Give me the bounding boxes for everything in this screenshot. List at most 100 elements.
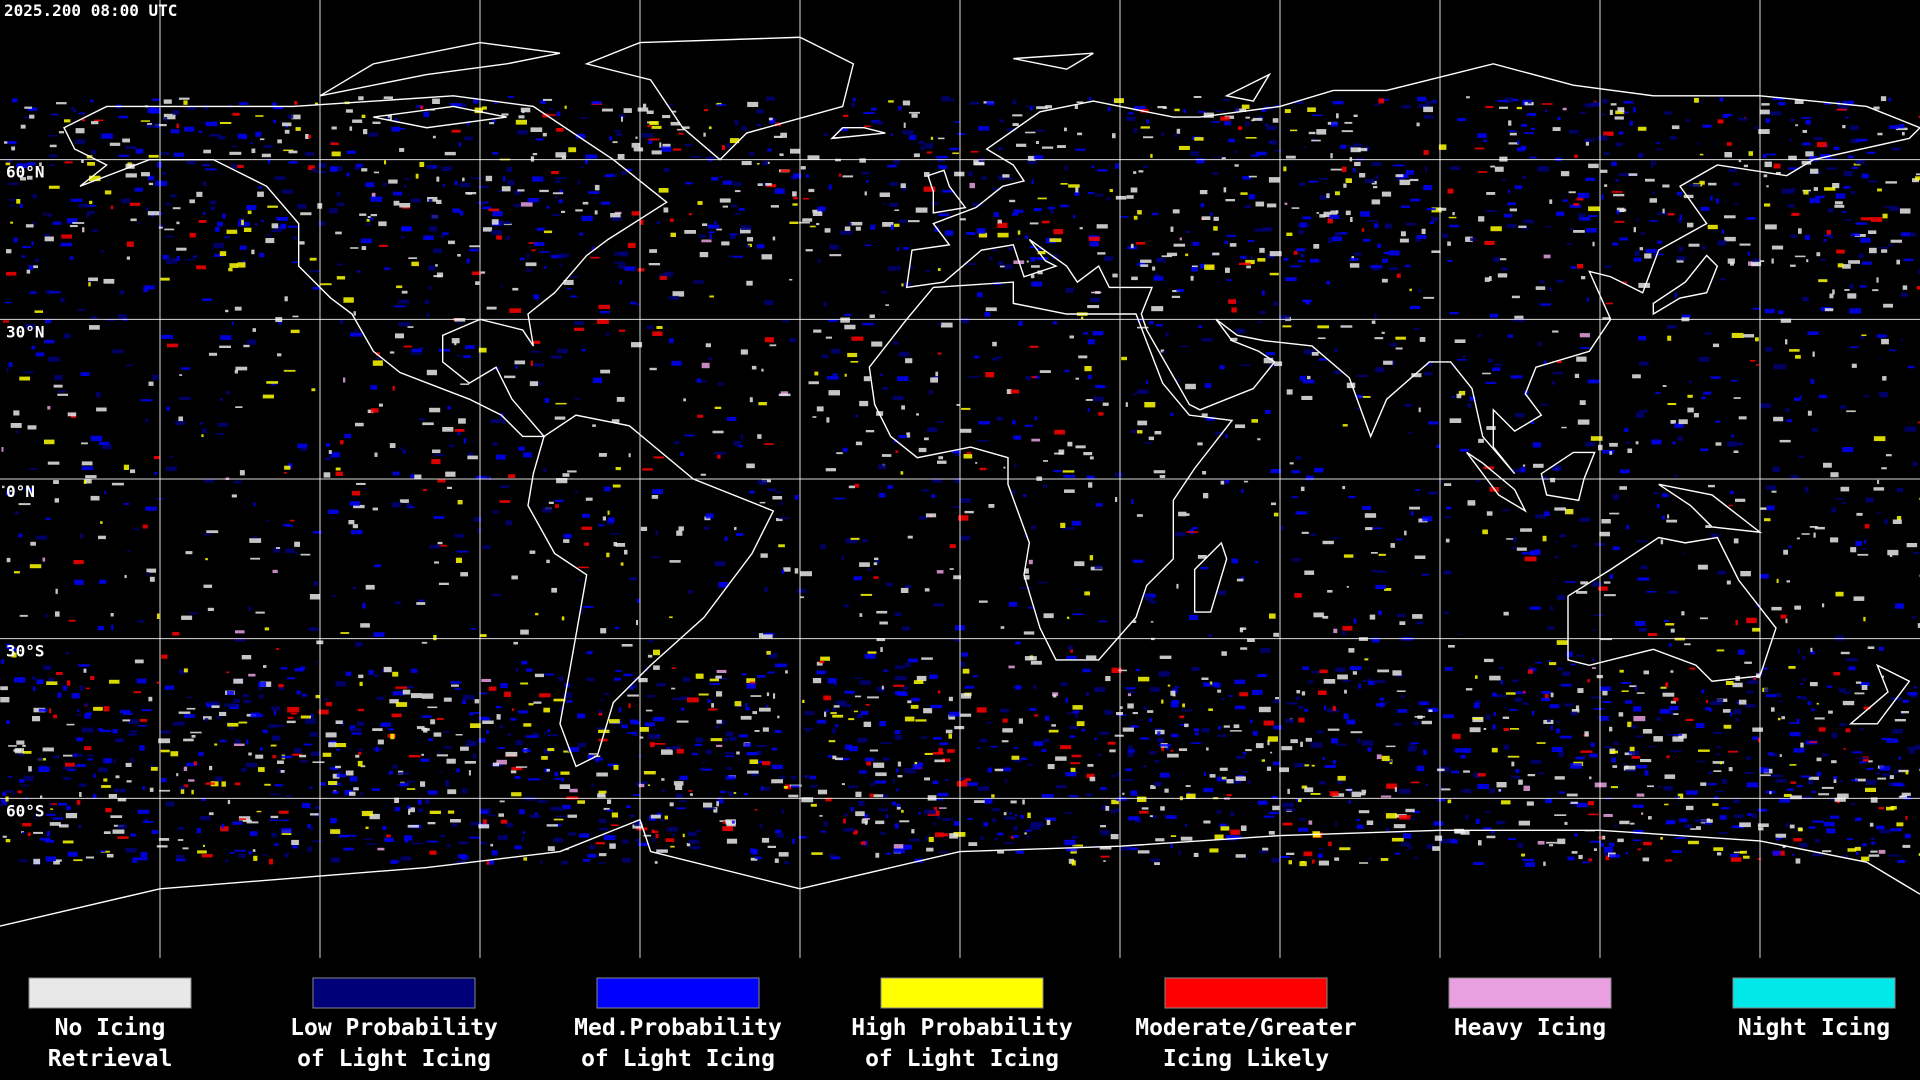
icing-speckle: [1, 447, 4, 452]
icing-speckle: [1772, 97, 1785, 101]
icing-speckle: [878, 464, 886, 470]
icing-speckle: [31, 676, 36, 681]
icing-speckle: [636, 620, 638, 626]
icing-speckle: [1549, 662, 1557, 666]
icing-speckle: [968, 171, 973, 177]
icing-speckle: [1731, 379, 1738, 382]
icing-speckle: [779, 775, 786, 779]
icing-speckle: [271, 223, 279, 229]
icing-speckle: [1234, 107, 1240, 114]
icing-speckle: [1690, 828, 1701, 830]
icing-speckle: [242, 819, 252, 822]
icing-speckle: [1743, 164, 1748, 168]
icing-speckle: [278, 687, 285, 691]
icing-speckle: [709, 295, 714, 298]
icing-speckle: [1302, 666, 1309, 670]
icing-speckle: [1290, 739, 1298, 744]
icing-speckle: [404, 835, 413, 841]
icing-speckle: [996, 832, 1004, 836]
icing-speckle: [244, 135, 247, 140]
icing-speckle: [974, 800, 985, 803]
icing-speckle: [1602, 689, 1608, 696]
icing-speckle: [60, 297, 65, 303]
icing-speckle: [766, 704, 769, 708]
icing-speckle: [1771, 490, 1777, 493]
icing-speckle: [374, 452, 378, 457]
icing-speckle: [874, 780, 887, 784]
icing-speckle: [548, 501, 554, 504]
icing-speckle: [1656, 717, 1662, 721]
icing-speckle: [535, 138, 544, 141]
icing-speckle: [495, 706, 502, 709]
icing-speckle: [31, 241, 34, 246]
icing-speckle: [33, 265, 38, 269]
icing-speckle: [711, 703, 714, 708]
icing-speckle: [504, 375, 516, 379]
icing-speckle: [393, 305, 406, 308]
icing-speckle: [1712, 731, 1722, 735]
icing-speckle: [1396, 273, 1401, 278]
icing-speckle: [859, 158, 866, 163]
icing-speckle: [718, 582, 728, 588]
icing-speckle: [1291, 470, 1301, 474]
icing-speckle: [1099, 731, 1109, 735]
icing-speckle: [1071, 754, 1082, 758]
icing-speckle: [1549, 704, 1560, 709]
icing-speckle: [1037, 197, 1047, 200]
icing-speckle: [1677, 256, 1686, 261]
icing-speckle: [438, 235, 445, 238]
icing-speckle: [189, 199, 195, 204]
icing-speckle: [1130, 243, 1134, 249]
icing-speckle: [1287, 788, 1290, 794]
icing-speckle: [406, 503, 412, 509]
icing-speckle: [1539, 280, 1545, 284]
icing-speckle: [336, 774, 347, 778]
icing-speckle: [852, 97, 856, 102]
icing-speckle: [1898, 756, 1901, 760]
icing-speckle: [1301, 253, 1304, 258]
icing-speckle: [954, 477, 960, 484]
icing-speckle: [1314, 467, 1324, 473]
icing-speckle: [1653, 736, 1663, 742]
icing-speckle: [1744, 772, 1754, 774]
icing-speckle: [1335, 821, 1338, 827]
icing-speckle: [941, 96, 950, 102]
icing-speckle: [1226, 779, 1234, 784]
icing-speckle: [1842, 100, 1854, 106]
icing-speckle: [528, 703, 534, 706]
icing-speckle: [1250, 154, 1260, 157]
icing-speckle: [938, 807, 947, 809]
icing-speckle: [1149, 717, 1153, 723]
icing-speckle: [287, 114, 294, 119]
icing-speckle: [1861, 685, 1868, 690]
icing-speckle: [1865, 779, 1877, 785]
icing-speckle: [1044, 817, 1057, 821]
icing-speckle: [768, 117, 773, 121]
icing-speckle: [858, 800, 865, 807]
icing-speckle: [1584, 442, 1596, 447]
icing-speckle: [252, 328, 256, 332]
icing-speckle: [1128, 816, 1140, 821]
icing-speckle: [1097, 252, 1106, 255]
icing-speckle: [1569, 204, 1581, 208]
icing-speckle: [1170, 750, 1174, 752]
icing-speckle: [832, 728, 837, 734]
icing-speckle: [717, 454, 721, 459]
icing-speckle: [1661, 515, 1665, 520]
icing-speckle: [1685, 805, 1694, 811]
icing-speckle: [598, 790, 607, 794]
icing-speckle: [1612, 765, 1618, 768]
icing-speckle: [432, 449, 441, 454]
icing-speckle: [669, 616, 673, 619]
icing-speckle: [1856, 852, 1859, 855]
icing-speckle: [731, 204, 738, 208]
icing-speckle: [1826, 828, 1836, 834]
icing-speckle: [1895, 127, 1908, 131]
icing-speckle: [235, 406, 243, 408]
icing-speckle: [697, 414, 704, 418]
icing-speckle: [1503, 744, 1510, 750]
icing-speckle: [1312, 831, 1320, 834]
icing-speckle: [416, 105, 424, 108]
icing-speckle: [1495, 694, 1507, 698]
icing-speckle: [873, 794, 884, 798]
